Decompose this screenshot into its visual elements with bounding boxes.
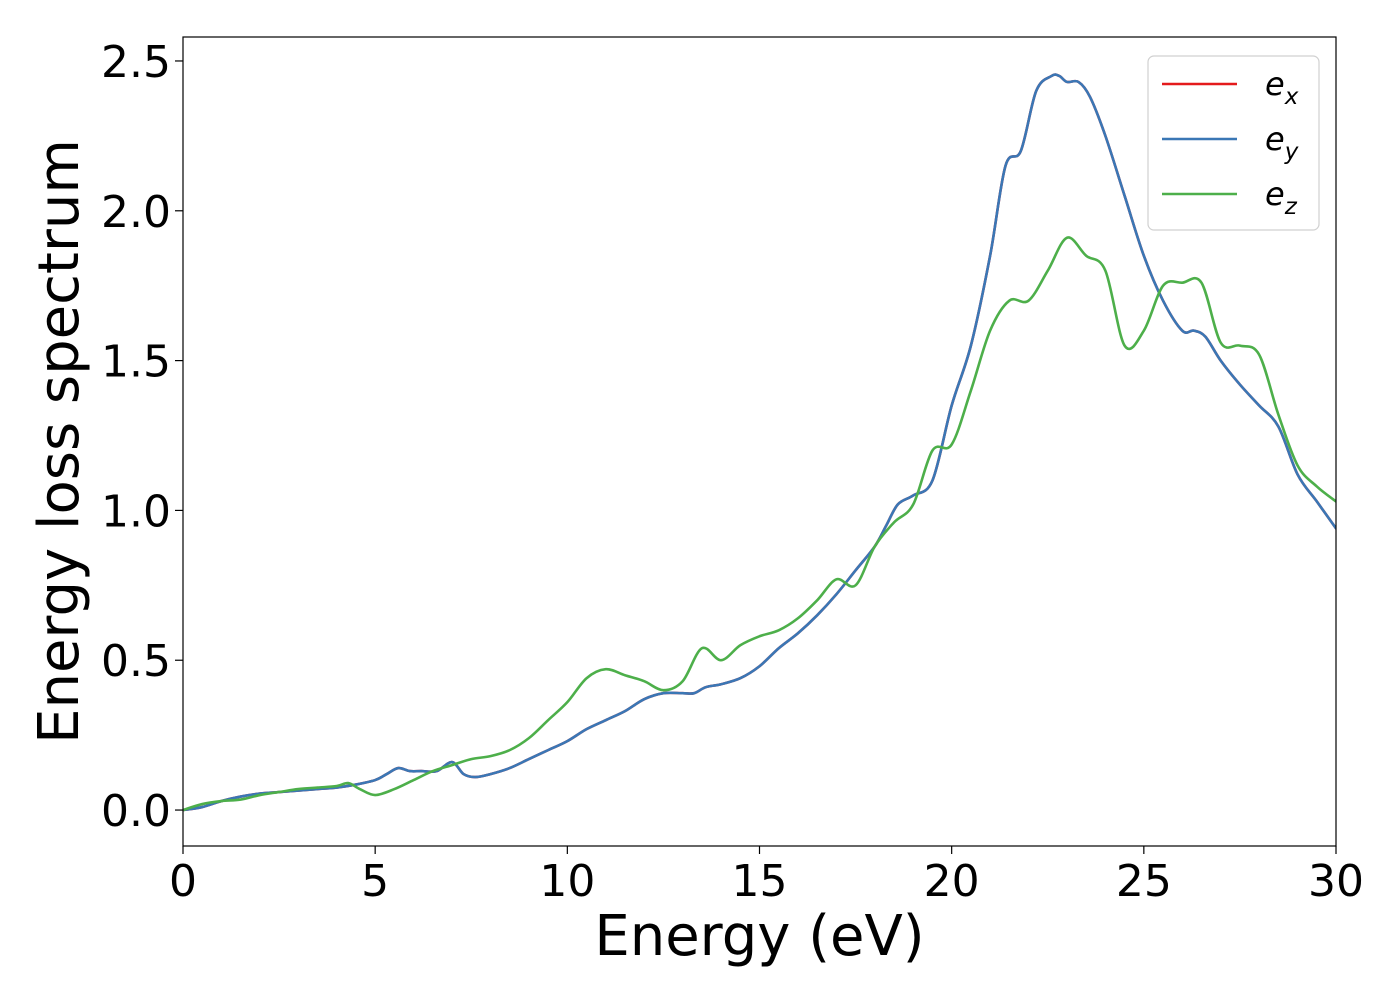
x-tick-label: 15 — [732, 856, 788, 907]
y-tick-label: 1.0 — [101, 486, 171, 537]
legend-label: ey — [1265, 120, 1299, 165]
x-axis-title: Energy (eV) — [594, 904, 924, 969]
y-tick-label: 2.5 — [101, 37, 171, 88]
y-tick-label: 2.0 — [101, 187, 171, 238]
series-line-ey — [183, 73, 1336, 812]
y-axis-title: Energy loss spectrum — [27, 139, 92, 744]
legend-label: ez — [1265, 175, 1298, 220]
legend-label: ex — [1265, 65, 1299, 110]
series-line-ez — [183, 236, 1336, 812]
y-tick-label: 0.5 — [101, 636, 171, 687]
x-tick-label: 30 — [1308, 856, 1364, 907]
y-tick-label: 0.0 — [101, 786, 171, 837]
x-tick-label: 25 — [1116, 856, 1172, 907]
x-tick-label: 0 — [169, 856, 197, 907]
legend-box — [1147, 55, 1320, 231]
x-tick-label: 20 — [924, 856, 980, 907]
x-tick-label: 10 — [539, 856, 595, 907]
x-tick-label: 5 — [361, 856, 389, 907]
y-axis: 0.0 0.5 1.0 1.5 2.0 2.5 — [101, 37, 183, 837]
legend: ex ey ez — [1147, 55, 1320, 231]
x-axis: 0 5 10 15 20 25 30 — [169, 846, 1364, 907]
y-tick-label: 1.5 — [101, 337, 171, 388]
